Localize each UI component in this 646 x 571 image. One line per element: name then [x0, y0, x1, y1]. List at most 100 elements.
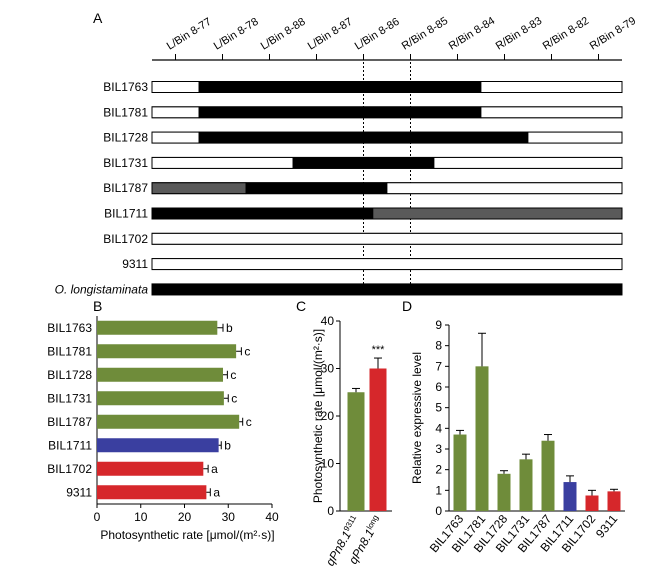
genotype-segment: [151, 81, 200, 93]
bar: [475, 366, 489, 511]
panel-c-bar-chart: 010203040qPn8.19311qPn8.1long***Photosyn…: [311, 314, 392, 568]
y-tick-label: 10: [321, 457, 335, 471]
marker-label: L/Bin 8-88: [259, 16, 308, 53]
y-axis-label: Photosynthetic rate [μmol/(m²·s)]: [311, 329, 325, 503]
genotype-segment: [198, 81, 482, 93]
x-tick-label: 10: [134, 510, 148, 524]
y-tick-label: 6: [435, 380, 442, 394]
line-label: BIL1763: [103, 80, 148, 94]
significance-letter: c: [230, 368, 236, 382]
chromosome-outline: [151, 258, 623, 271]
line-label: BIL1728: [103, 131, 148, 145]
significance-letter: b: [224, 438, 231, 452]
genotype-segment: [151, 106, 200, 119]
panel-d-letter: D: [402, 298, 412, 314]
y-tick-label: 30: [321, 362, 335, 376]
chromosome-outline: [151, 283, 623, 296]
marker-label: L/Bin 8-77: [165, 16, 214, 53]
category-label: 9311: [593, 512, 621, 541]
category-label-base: qPn8.1: [346, 527, 377, 567]
marker-label: R/Bin 8-85: [400, 15, 450, 53]
marker-label: R/Bin 8-79: [588, 15, 638, 53]
genotype-segment: [151, 156, 294, 169]
chromosome-outline: [151, 182, 623, 195]
panel-b-letter: B: [93, 298, 102, 314]
x-tick-label: 20: [178, 510, 192, 524]
line-label: BIL1711: [104, 207, 148, 221]
line-label: BIL1731: [103, 156, 148, 170]
genotype-segment: [151, 182, 247, 195]
y-tick-label: 5: [435, 401, 442, 415]
y-tick-label: 2: [435, 463, 442, 477]
category-label: BIL1728: [47, 368, 92, 382]
marker-label: R/Bin 8-83: [494, 15, 544, 53]
genotype-segment: [151, 258, 623, 271]
y-tick-label: 0: [435, 504, 442, 518]
line-label: BIL1702: [103, 232, 148, 246]
bar: [607, 491, 621, 511]
y-tick-label: 0: [327, 504, 334, 518]
chromosome-outline: [151, 81, 623, 93]
bar: [453, 434, 467, 511]
line-label: O. longistaminata: [55, 282, 149, 296]
significance-marker: ***: [372, 344, 386, 356]
category-label: BIL1781: [47, 344, 92, 358]
chromosome-outline: [151, 232, 623, 245]
y-tick-label: 9: [435, 318, 442, 332]
panel-c-letter: C: [296, 298, 306, 314]
y-tick-label: 20: [321, 409, 335, 423]
genotype-segment: [386, 182, 623, 195]
x-tick-label: 30: [222, 510, 236, 524]
bar: [97, 461, 204, 476]
y-tick-label: 1: [435, 483, 442, 497]
bar: [97, 414, 240, 429]
y-tick-label: 7: [435, 359, 442, 373]
significance-letter: c: [244, 344, 250, 358]
significance-letter: a: [211, 462, 218, 476]
category-label-superscript: long: [365, 514, 380, 532]
genotype-segment: [527, 131, 623, 144]
y-tick-label: 8: [435, 339, 442, 353]
bar: [369, 368, 387, 511]
genotype-segment: [198, 131, 529, 144]
panel-b-bar-chart: 0 10 20 30 40 BIL1763 b BIL1781 c BIL1728 c BIL1731…: [47, 316, 279, 542]
genotype-segment: [292, 156, 435, 169]
line-label: BIL1781: [103, 105, 148, 119]
marker-label: R/Bin 8-84: [447, 15, 497, 53]
y-tick-label: 40: [321, 314, 335, 328]
category-label: BIL1702: [47, 462, 92, 476]
bar: [97, 391, 224, 406]
bar: [97, 344, 237, 359]
y-axis-label: Relative expressive level: [410, 352, 424, 484]
marker-label: L/Bin 8-86: [353, 16, 402, 53]
y-tick-label: 3: [435, 442, 442, 456]
line-label: BIL1787: [103, 181, 148, 195]
significance-letter: c: [246, 415, 252, 429]
genotype-segment: [433, 156, 623, 169]
genotype-segment: [151, 283, 623, 296]
line-label: 9311: [122, 257, 148, 271]
category-label: BIL1763: [47, 321, 92, 335]
bar: [519, 459, 533, 511]
panel-a-letter: A: [93, 10, 103, 26]
genotype-segment: [372, 207, 623, 220]
bar: [497, 473, 511, 511]
category-label: BIL1731: [47, 391, 92, 405]
x-axis-label: Photosynthetic rate [μmol/(m²·s)]: [100, 528, 274, 542]
bar: [97, 485, 207, 500]
genotype-segment: [480, 106, 623, 119]
genotype-segment: [151, 207, 374, 220]
chromosome-outline: [151, 156, 623, 169]
panel-a-genotype-map: L/Bin 8-77L/Bin 8-78L/Bin 8-88L/Bin 8-87…: [55, 15, 639, 297]
x-tick-label: 0: [94, 510, 101, 524]
bar: [97, 367, 223, 382]
y-tick-label: 4: [435, 421, 442, 435]
significance-letter: a: [213, 485, 220, 499]
bar: [541, 440, 555, 511]
category-label: BIL1787: [47, 415, 92, 429]
genotype-segment: [198, 106, 482, 119]
bar: [585, 495, 599, 511]
chromosome-outline: [151, 131, 623, 144]
bar: [97, 438, 219, 453]
